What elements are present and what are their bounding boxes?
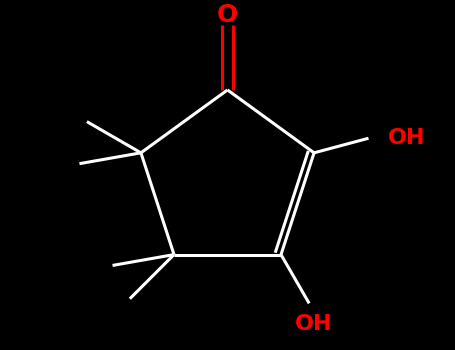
Text: O: O xyxy=(217,2,238,27)
Text: OH: OH xyxy=(295,314,332,334)
Text: OH: OH xyxy=(388,128,425,148)
